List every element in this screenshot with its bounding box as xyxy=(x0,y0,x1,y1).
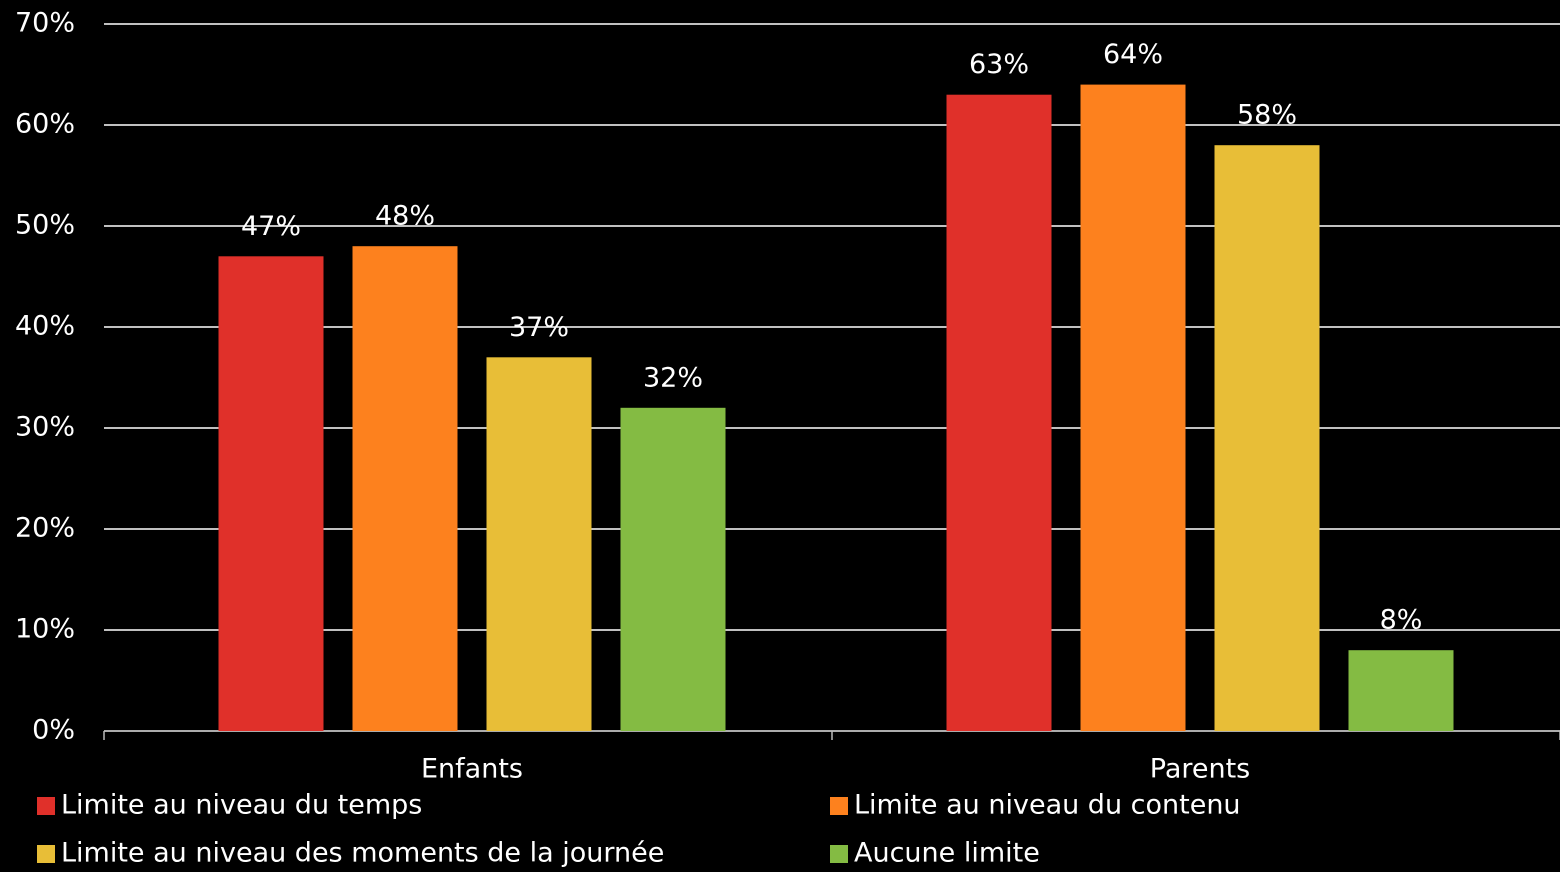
bar xyxy=(352,246,458,731)
legend-swatch xyxy=(830,797,848,815)
legend-swatch xyxy=(830,845,848,863)
value-label: 48% xyxy=(375,201,435,232)
y-tick-label: 20% xyxy=(15,513,75,544)
value-label: 8% xyxy=(1380,605,1423,636)
x-tick-label: Parents xyxy=(1150,754,1251,785)
value-label: 64% xyxy=(1103,39,1163,70)
y-tick-label: 40% xyxy=(15,311,75,342)
legend-label: Limite au niveau du contenu xyxy=(854,790,1241,821)
legend-label: Limite au niveau du temps xyxy=(61,790,422,821)
legend-label: Aucune limite xyxy=(854,838,1040,869)
y-tick-label: 10% xyxy=(15,614,75,645)
legend-label: Limite au niveau des moments de la journ… xyxy=(61,838,664,869)
value-label: 32% xyxy=(643,362,703,393)
bar xyxy=(1080,84,1186,732)
legend-swatch xyxy=(37,797,55,815)
legend-swatch xyxy=(37,845,55,863)
bar xyxy=(1214,145,1320,731)
value-label: 37% xyxy=(509,312,569,343)
x-tick-label: Enfants xyxy=(421,754,523,785)
value-label: 58% xyxy=(1237,100,1297,131)
bar xyxy=(946,94,1052,731)
y-tick-label: 70% xyxy=(15,8,75,39)
value-label: 47% xyxy=(241,211,301,242)
bar xyxy=(1348,650,1454,731)
value-label: 63% xyxy=(969,49,1029,80)
bar xyxy=(620,407,726,731)
y-tick-label: 30% xyxy=(15,412,75,443)
y-tick-label: 0% xyxy=(32,715,75,746)
bar xyxy=(486,357,592,731)
y-tick-label: 50% xyxy=(15,210,75,241)
y-tick-label: 60% xyxy=(15,109,75,140)
bar xyxy=(218,256,324,731)
